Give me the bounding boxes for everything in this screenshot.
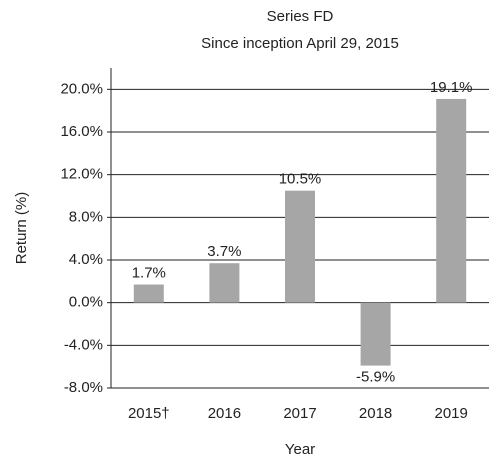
x-tick-label: 2018: [359, 405, 392, 422]
y-tick-label: -8.0%: [64, 379, 103, 396]
data-label: 3.7%: [207, 243, 241, 260]
y-tick-label: 0.0%: [69, 294, 103, 311]
data-label: 1.7%: [132, 265, 166, 282]
y-tick-label: 8.0%: [69, 208, 103, 225]
x-tick-label: 2017: [283, 405, 316, 422]
bar: [436, 98, 467, 303]
chart-subtitle: Since inception April 29, 2015: [201, 35, 399, 52]
y-axis-label: Return (%): [13, 192, 30, 265]
x-axis-label: Year: [285, 441, 315, 458]
data-label: 19.1%: [430, 79, 473, 96]
data-label: 10.5%: [279, 171, 322, 188]
y-tick-label: 4.0%: [69, 251, 103, 268]
bar: [133, 284, 164, 303]
y-tick-label: -4.0%: [64, 336, 103, 353]
chart-title: Series FD: [267, 8, 334, 25]
y-tick-label: 12.0%: [60, 166, 103, 183]
x-tick-label: 2019: [435, 405, 468, 422]
data-label: -5.9%: [356, 369, 395, 386]
x-tick-label: 2015†: [128, 405, 170, 422]
bar: [209, 263, 240, 303]
x-tick-label: 2016: [208, 405, 241, 422]
y-tick-label: 20.0%: [60, 80, 103, 97]
bar: [285, 190, 315, 303]
bar: [360, 302, 391, 366]
y-tick-label: 16.0%: [60, 123, 103, 140]
